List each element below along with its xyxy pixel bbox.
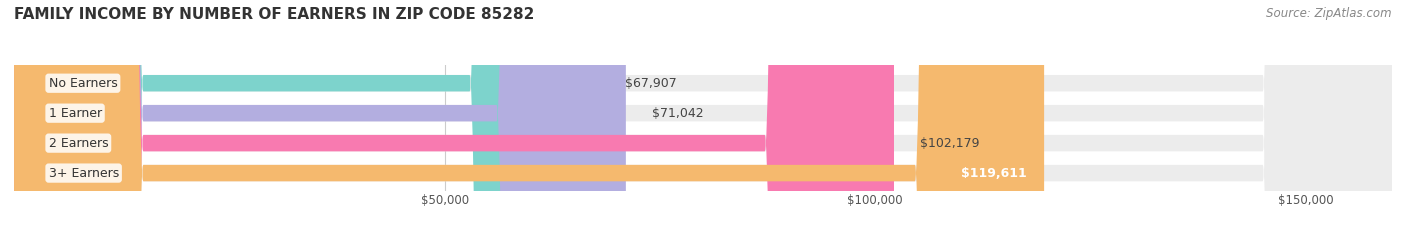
FancyBboxPatch shape (14, 0, 1392, 233)
Text: $71,042: $71,042 (652, 107, 703, 120)
Text: 2 Earners: 2 Earners (48, 137, 108, 150)
Text: Source: ZipAtlas.com: Source: ZipAtlas.com (1267, 7, 1392, 20)
FancyBboxPatch shape (14, 0, 1045, 233)
FancyBboxPatch shape (14, 0, 626, 233)
FancyBboxPatch shape (14, 0, 894, 233)
Text: $119,611: $119,611 (962, 167, 1026, 180)
Text: $102,179: $102,179 (920, 137, 980, 150)
FancyBboxPatch shape (14, 0, 1392, 233)
FancyBboxPatch shape (14, 0, 1392, 233)
FancyBboxPatch shape (14, 0, 599, 233)
Text: 1 Earner: 1 Earner (48, 107, 101, 120)
FancyBboxPatch shape (14, 0, 1392, 233)
Text: $67,907: $67,907 (624, 77, 676, 90)
Text: No Earners: No Earners (48, 77, 117, 90)
Text: 3+ Earners: 3+ Earners (48, 167, 118, 180)
Text: FAMILY INCOME BY NUMBER OF EARNERS IN ZIP CODE 85282: FAMILY INCOME BY NUMBER OF EARNERS IN ZI… (14, 7, 534, 22)
